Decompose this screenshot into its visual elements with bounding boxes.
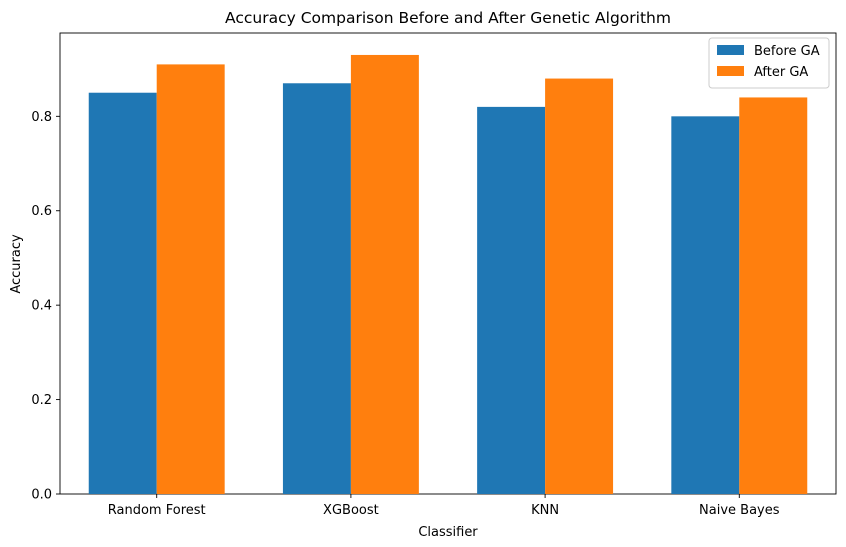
x-tick-label: Naive Bayes — [699, 503, 780, 518]
y-tick-label: 0.8 — [31, 110, 52, 125]
x-axis-label: Classifier — [418, 525, 478, 540]
bar-after-ga-3 — [739, 97, 808, 494]
x-tick-label: XGBoost — [323, 503, 379, 518]
legend-label-0: Before GA — [754, 44, 820, 59]
bars-group — [88, 54, 808, 495]
x-axis: Random Forest XGBoost KNN Naive Bayes — [108, 494, 780, 518]
legend: Before GA After GA — [708, 37, 830, 89]
bar-after-ga-2 — [545, 78, 614, 494]
bar-after-ga-1 — [350, 54, 419, 494]
y-tick-label: 0.6 — [31, 204, 52, 219]
plot-area — [59, 32, 837, 495]
legend-swatch-1 — [717, 66, 744, 76]
y-axis-label: Accuracy — [9, 234, 24, 294]
plot-frame — [59, 32, 837, 495]
y-axis: 0.0 0.2 0.4 0.6 0.8 — [31, 110, 60, 503]
bar-before-ga-0 — [88, 92, 157, 495]
y-tick-label: 0.0 — [31, 488, 52, 503]
y-tick-label: 0.2 — [31, 393, 52, 408]
x-tick-label: KNN — [531, 503, 559, 518]
y-tick-label: 0.4 — [31, 299, 52, 314]
bar-before-ga-1 — [282, 83, 351, 495]
legend-label-1: After GA — [754, 65, 808, 80]
bar-after-ga-0 — [156, 64, 225, 495]
bar-before-ga-2 — [477, 106, 546, 494]
legend-swatch-0 — [717, 45, 744, 55]
bar-before-ga-3 — [671, 116, 740, 494]
x-tick-label: Random Forest — [108, 503, 206, 518]
chart-title: Accuracy Comparison Before and After Gen… — [225, 9, 671, 27]
